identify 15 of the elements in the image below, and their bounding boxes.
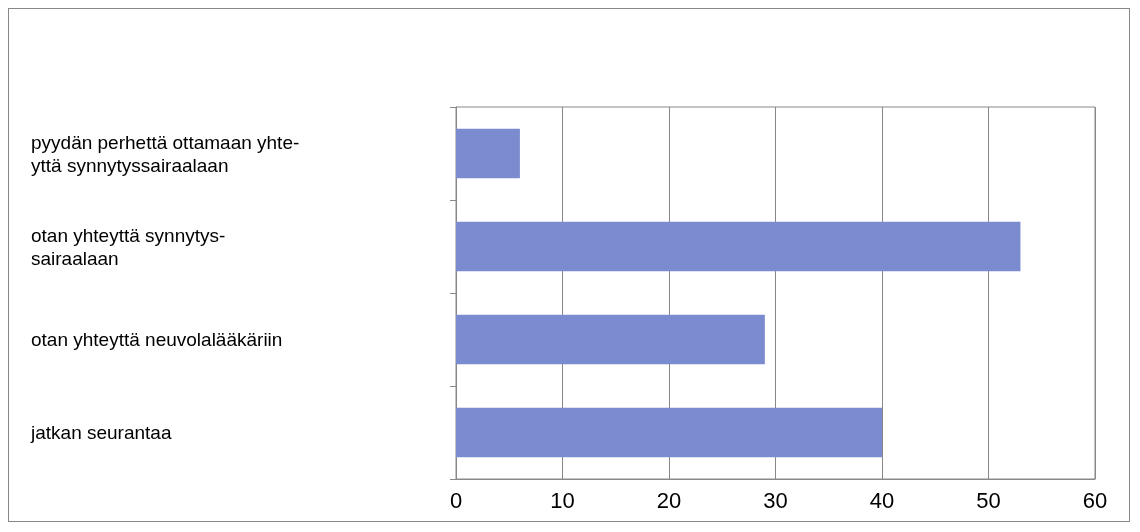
y-tick-label: pyydän perhettä ottamaan yhte- yttä synnytyssairaalaan (31, 131, 300, 176)
x-tick-label: 30 (763, 487, 788, 513)
y-tick-label: otan yhteyttä neuvolalääkäriin (31, 329, 283, 350)
y-tick-label: otan yhteyttä synnytys- sairaalaan (31, 224, 226, 269)
x-tick-label: 40 (869, 487, 895, 513)
y-tick-label: jatkan seurantaa (30, 422, 172, 443)
bar (456, 221, 1021, 272)
x-tick-label: 0 (449, 487, 463, 513)
bar (456, 407, 882, 458)
x-tick-label: 60 (1082, 487, 1108, 513)
bar (456, 314, 765, 365)
x-tick-label: 10 (550, 487, 575, 513)
x-tick-label: 20 (656, 487, 682, 513)
x-tick-label: 50 (976, 487, 1001, 513)
bar (456, 128, 520, 179)
